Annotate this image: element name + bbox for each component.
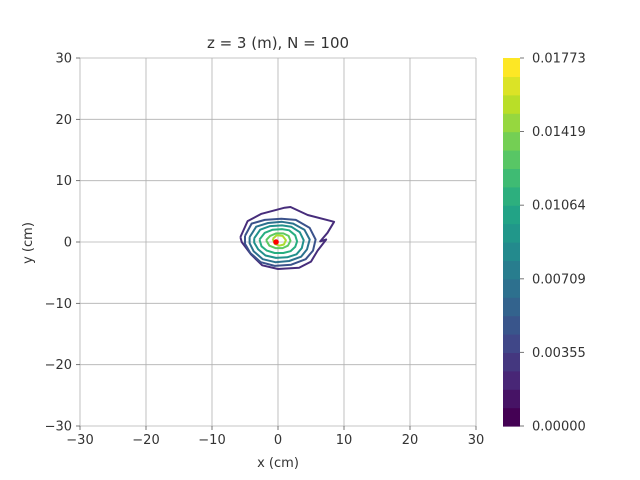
colorbar-segment — [503, 278, 520, 298]
x-tick-label: 20 — [402, 433, 419, 448]
colorbar-segment — [503, 370, 520, 390]
x-tick-label: −20 — [132, 433, 159, 448]
x-tick-label: 30 — [468, 433, 485, 448]
x-tick-label: 10 — [336, 433, 353, 448]
colorbar-segment — [503, 205, 520, 225]
y-axis-ticks: −30 −20 −10 0 10 20 30 — [45, 52, 80, 435]
x-axis-label: x (cm) — [257, 456, 299, 471]
colorbar-tick-label: 0.01773 — [532, 52, 586, 67]
x-axis-ticks: −30 −20 −10 0 10 20 30 — [66, 426, 484, 448]
colorbar-segment — [503, 334, 520, 353]
grid — [79, 57, 477, 427]
y-tick-label: −10 — [45, 297, 72, 312]
colorbar-tick-label: 0.00709 — [532, 272, 586, 287]
peak-marker-layer — [273, 239, 279, 245]
colorbar-segment — [503, 315, 520, 335]
colorbar-segment — [503, 186, 520, 206]
contour-line — [248, 220, 311, 264]
colorbar-tick-label: 0.00000 — [532, 420, 586, 435]
contour-line — [239, 206, 336, 270]
contour-line — [258, 228, 299, 254]
y-axis-label: y (cm) — [21, 222, 36, 264]
colorbar-segment — [503, 297, 520, 317]
x-tick-label: 0 — [274, 433, 282, 448]
y-tick-label: −20 — [45, 358, 72, 373]
y-tick-label: −30 — [45, 420, 72, 435]
colorbar-segment — [503, 150, 520, 169]
contour-line — [244, 217, 317, 267]
y-tick-label: 10 — [55, 174, 72, 189]
colorbar-segment — [503, 407, 520, 427]
colorbar-segment — [503, 94, 520, 114]
y-tick-label: 30 — [55, 52, 72, 67]
colorbar-tick-label: 0.01064 — [532, 199, 586, 214]
colorbar-segment — [503, 58, 520, 77]
colorbar-segment — [503, 113, 520, 133]
chart-title: z = 3 (m), N = 100 — [207, 34, 349, 52]
colorbar-segment — [503, 223, 520, 243]
y-tick-label: 20 — [55, 113, 72, 128]
colorbar: 0.00000 0.00355 0.00709 0.01064 0.01419 0.017… — [503, 52, 586, 435]
colorbar-segment — [503, 131, 520, 151]
colorbar-segment — [503, 352, 520, 372]
colorbar-segment — [503, 260, 520, 280]
colorbar-segment — [503, 242, 520, 261]
colorbar-tick-label: 0.01419 — [532, 125, 586, 140]
colorbar-segment — [503, 389, 520, 409]
y-tick-label: 0 — [64, 236, 72, 251]
contour-line — [253, 224, 305, 259]
x-tick-label: −10 — [198, 433, 225, 448]
colorbar-segment — [503, 76, 520, 96]
colorbar-segment — [503, 168, 520, 188]
x-tick-label: −30 — [66, 433, 93, 448]
colorbar-tick-label: 0.00355 — [532, 346, 586, 361]
contour-lines — [239, 206, 336, 270]
contour-line — [265, 232, 292, 250]
peak-marker — [273, 239, 279, 245]
